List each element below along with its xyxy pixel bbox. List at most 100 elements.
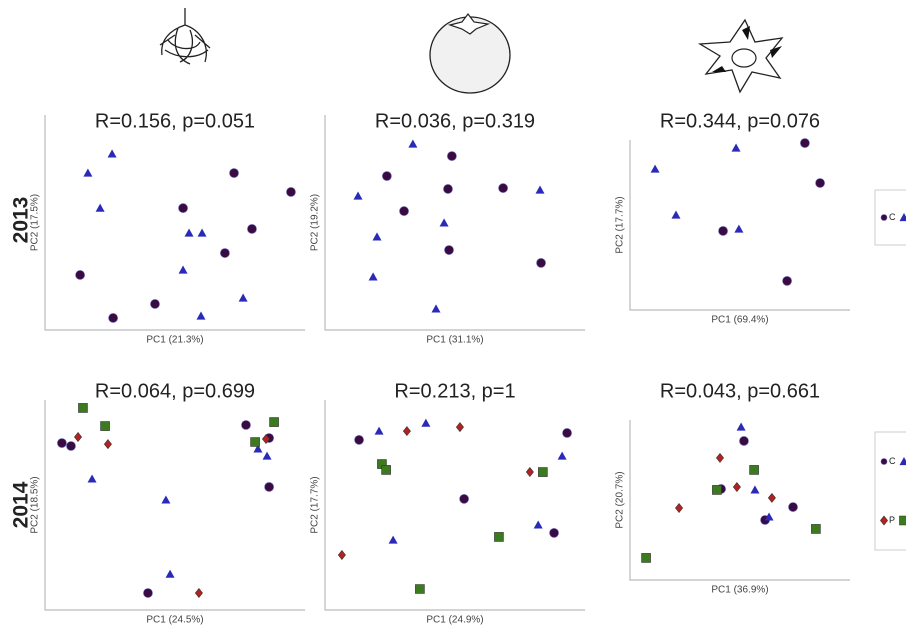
y-axis-label: PC2 (18.5%) xyxy=(30,476,41,533)
point xyxy=(104,440,111,449)
flower-icon xyxy=(700,20,782,92)
point xyxy=(67,441,76,450)
point xyxy=(220,249,229,258)
point xyxy=(737,423,746,431)
point xyxy=(197,312,206,320)
point xyxy=(198,229,207,237)
y-axis-label: PC2 (17.7%) xyxy=(615,196,626,253)
point xyxy=(400,207,409,216)
point xyxy=(74,432,81,441)
point xyxy=(403,427,410,436)
axis xyxy=(630,420,850,580)
legend-label: C xyxy=(889,212,896,222)
point xyxy=(354,192,363,200)
x-axis-label: PC1 (31.1%) xyxy=(426,335,483,346)
point xyxy=(369,272,378,280)
point xyxy=(421,419,430,427)
point xyxy=(526,468,533,477)
point xyxy=(265,482,274,491)
legend-label: C xyxy=(889,456,896,466)
point xyxy=(716,453,723,462)
point xyxy=(109,313,118,322)
point xyxy=(432,304,441,312)
point xyxy=(534,520,543,528)
point xyxy=(270,418,279,427)
chart-title: R=0.213, p=1 xyxy=(394,380,515,402)
axis xyxy=(45,400,305,610)
x-axis-label: PC1 (69.4%) xyxy=(711,315,768,326)
point xyxy=(733,483,740,492)
point xyxy=(783,276,792,285)
point xyxy=(734,225,743,233)
point xyxy=(671,210,680,218)
point xyxy=(750,485,759,493)
chart-title: R=0.064, p=0.699 xyxy=(95,380,255,402)
y-axis-label: PC2 (20.7%) xyxy=(615,471,626,528)
point xyxy=(789,503,798,512)
point xyxy=(460,494,469,503)
point xyxy=(651,165,660,173)
point xyxy=(166,570,175,578)
chart-title: R=0.043, p=0.661 xyxy=(660,380,820,402)
point xyxy=(96,204,105,212)
point xyxy=(389,536,398,544)
point xyxy=(550,528,559,537)
x-axis-label: PC1 (36.9%) xyxy=(711,585,768,596)
point xyxy=(536,186,545,194)
point xyxy=(538,468,547,477)
point xyxy=(768,493,775,502)
point xyxy=(732,143,741,151)
point xyxy=(78,403,87,412)
point xyxy=(382,465,391,474)
point xyxy=(251,438,260,447)
point xyxy=(83,169,92,177)
point xyxy=(440,218,449,226)
root-icon xyxy=(160,8,210,64)
tomato-icon xyxy=(430,14,510,93)
point xyxy=(499,184,508,193)
point xyxy=(57,439,66,448)
point xyxy=(263,452,272,460)
figure: 2013 2014 R=0.156, p=0.051PC1 (21.3%)PC2… xyxy=(0,0,906,630)
point xyxy=(382,172,391,181)
point xyxy=(375,427,384,435)
point xyxy=(195,588,202,597)
point xyxy=(456,423,463,432)
point xyxy=(286,187,295,196)
point xyxy=(408,140,417,148)
point xyxy=(642,553,651,562)
point xyxy=(415,585,424,594)
point xyxy=(675,504,682,513)
point xyxy=(750,465,759,474)
axis xyxy=(630,140,850,310)
point xyxy=(150,299,159,308)
point xyxy=(563,428,572,437)
point xyxy=(338,550,345,559)
point xyxy=(101,422,110,431)
point xyxy=(712,485,721,494)
point xyxy=(88,474,97,482)
point xyxy=(558,452,567,460)
point xyxy=(179,204,188,213)
chart-title: R=0.156, p=0.051 xyxy=(95,110,255,132)
point xyxy=(811,524,820,533)
point xyxy=(247,224,256,233)
point xyxy=(719,226,728,235)
point xyxy=(816,179,825,188)
y-axis-label: PC2 (17.5%) xyxy=(30,194,41,251)
point xyxy=(185,229,194,237)
point xyxy=(373,232,382,240)
legend-box xyxy=(875,432,906,550)
legend-marker xyxy=(900,516,906,525)
axis xyxy=(325,115,585,330)
x-axis-label: PC1 (21.3%) xyxy=(146,335,203,346)
chart-title: R=0.036, p=0.319 xyxy=(375,110,535,132)
point xyxy=(800,139,809,148)
chart-title: R=0.344, p=0.076 xyxy=(660,110,820,132)
point xyxy=(241,420,250,429)
point xyxy=(739,436,748,445)
legend-label: P xyxy=(889,515,895,525)
axis xyxy=(45,115,305,330)
point xyxy=(537,258,546,267)
point xyxy=(161,495,170,503)
